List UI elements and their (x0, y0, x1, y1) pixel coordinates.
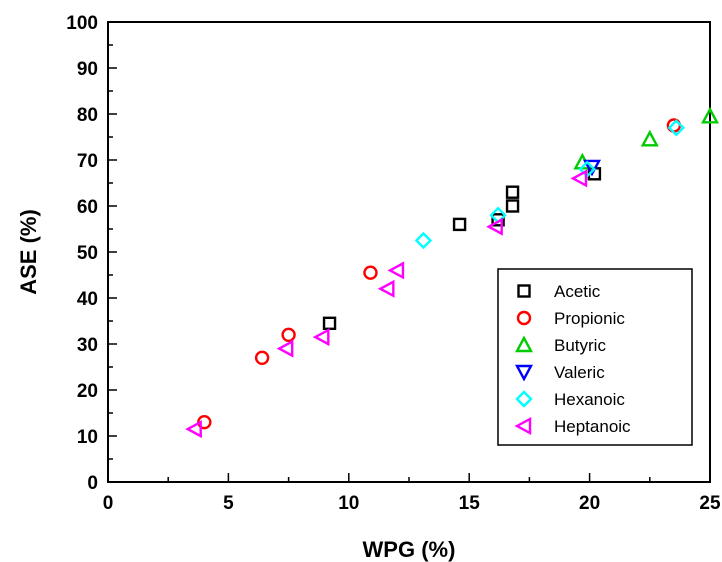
hexanoic-point (667, 119, 685, 137)
heptanoic-point (387, 261, 405, 280)
legend-label-valeric: Valeric (554, 363, 605, 382)
series-hexanoic (414, 119, 685, 250)
x-tick-label: 25 (699, 493, 721, 514)
acetic-point (505, 199, 520, 213)
y-tick-label: 90 (77, 59, 98, 80)
y-tick-label: 80 (77, 105, 98, 126)
butyric-point (640, 129, 659, 147)
x-tick-label: 0 (103, 493, 114, 514)
x-tick-label: 20 (579, 493, 600, 514)
acetic-point (322, 316, 337, 330)
x-tick-label: 5 (223, 493, 234, 514)
legend-marker-acetic (517, 284, 531, 298)
y-tick-labels: 0 10 20 30 40 50 60 70 80 90 100 (66, 13, 98, 494)
series-valeric (582, 159, 602, 177)
x-tick-label: 10 (338, 493, 359, 514)
legend-label-propionic: Propionic (554, 309, 625, 328)
butyric-point (700, 106, 720, 124)
heptanoic-point (312, 328, 330, 347)
y-tick-label: 10 (77, 427, 98, 448)
y-tick-label: 20 (77, 381, 98, 402)
legend-marker-valeric (514, 364, 534, 382)
heptanoic-point (377, 279, 395, 298)
x-axis-title: WPG (%) (363, 537, 456, 562)
series-heptanoic (185, 169, 588, 439)
heptanoic-point (185, 420, 202, 439)
y-tick-label: 50 (77, 243, 98, 264)
y-tick-label: 70 (77, 151, 98, 172)
legend-label-butyric: Butyric (554, 336, 606, 355)
acetic-point (505, 185, 520, 199)
valeric-point (582, 159, 602, 177)
propionic-point (363, 265, 378, 280)
series-butyric (573, 106, 720, 170)
y-tick-label: 0 (87, 473, 98, 494)
data-points (185, 106, 720, 439)
legend-label-hexanoic: Hexanoic (554, 390, 625, 409)
legend-label-acetic: Acetic (554, 282, 601, 301)
legend-marker-hexanoic (515, 390, 533, 408)
legend-marker-propionic (516, 310, 532, 326)
legend-marker-butyric (514, 335, 534, 353)
legend-marker-heptanoic (514, 416, 532, 436)
legend: Acetic Propionic Butyric Valeric Hexanoic Hep… (497, 268, 693, 446)
acetic-point (491, 213, 505, 227)
heptanoic-point (570, 169, 588, 188)
propionic-point (281, 327, 296, 342)
hexanoic-point (578, 160, 596, 178)
y-tick-label: 40 (77, 289, 98, 310)
propionic-point (254, 350, 270, 365)
acetic-point (452, 217, 467, 232)
hexanoic-point (414, 231, 433, 250)
heptanoic-point (486, 217, 503, 236)
y-tick-label: 30 (77, 335, 98, 356)
heptanoic-point (276, 339, 294, 358)
legend-label-heptanoic: Heptanoic (554, 417, 631, 436)
y-tick-label: 100 (66, 13, 98, 34)
x-tick-labels: 0 5 10 15 20 25 (103, 493, 721, 514)
y-tick-label: 60 (77, 197, 98, 218)
axis-ticks (107, 21, 711, 483)
legend-frame (497, 268, 693, 446)
x-tick-label: 15 (459, 493, 481, 514)
y-axis-title: ASE (%) (16, 209, 41, 295)
